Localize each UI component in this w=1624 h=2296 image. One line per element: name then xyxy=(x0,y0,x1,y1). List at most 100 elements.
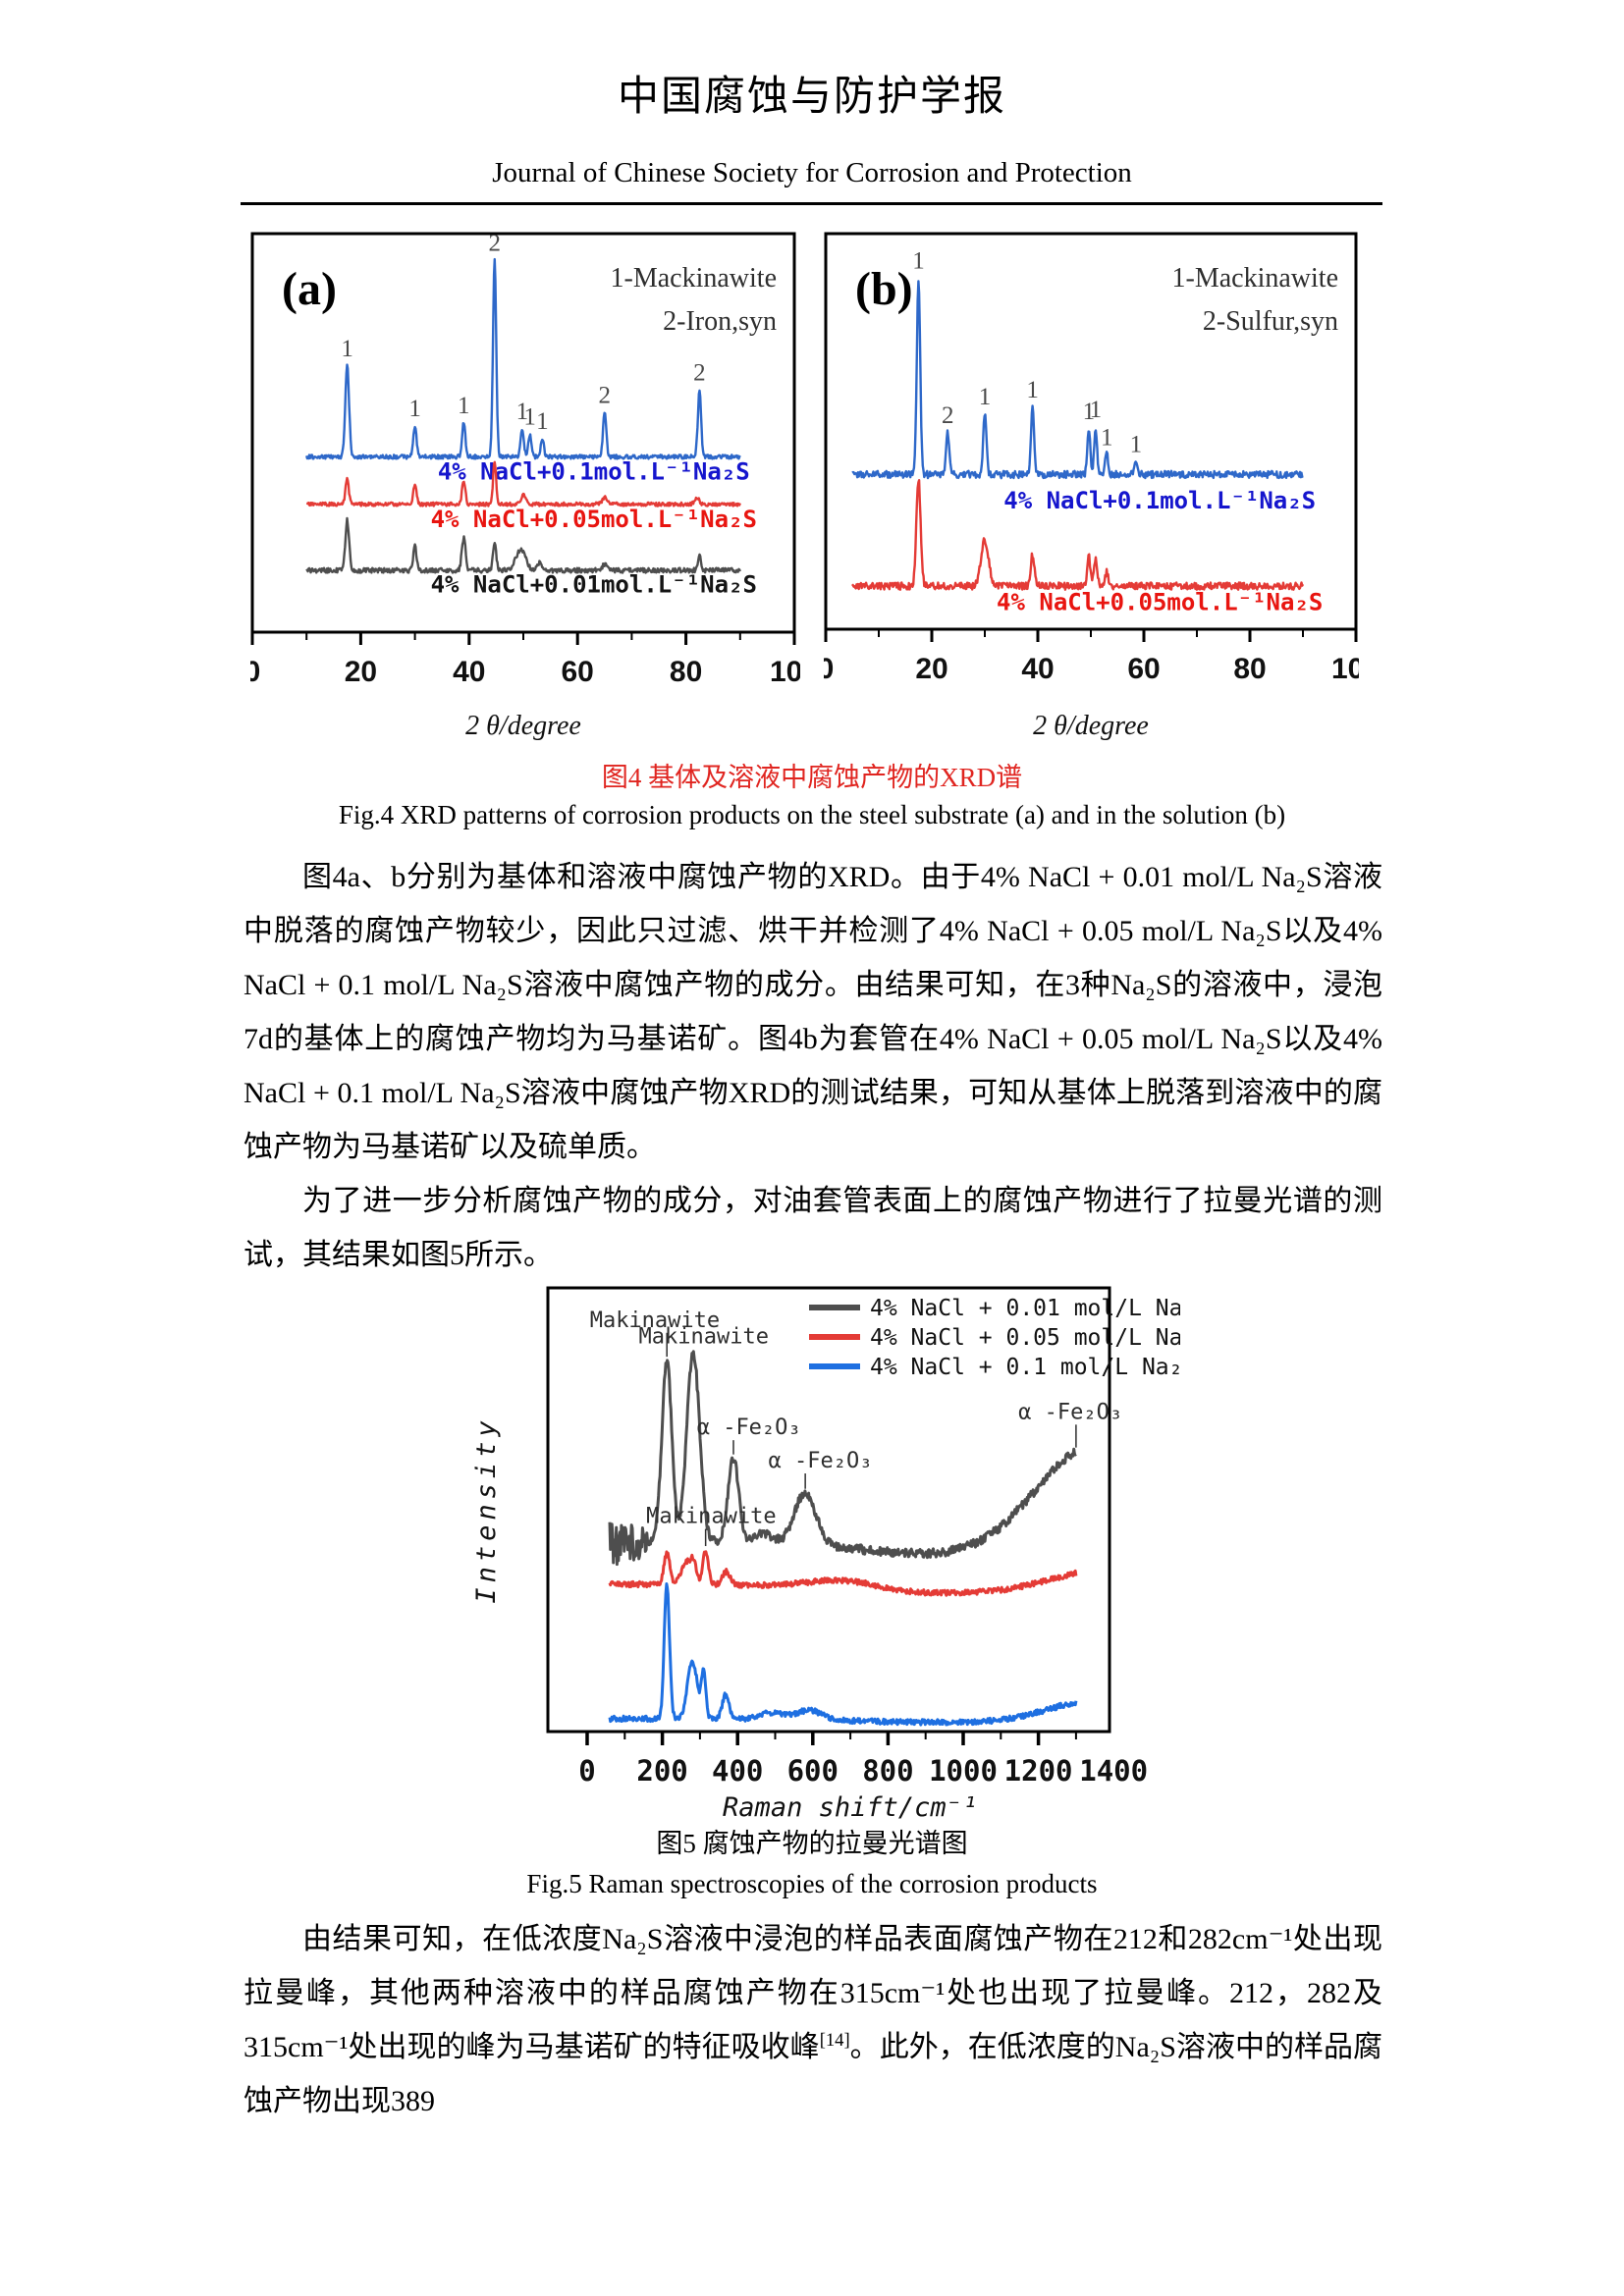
peak-label: 1 xyxy=(536,408,549,435)
peak-label: 1 xyxy=(341,336,353,362)
figure-4: 0204060801002 θ/degree(a)1-Mackinawite2-… xyxy=(250,232,1359,750)
series-label: 4% NaCl+0.1mol.L⁻¹Na₂S xyxy=(438,458,750,486)
peak-label: 1 xyxy=(523,404,536,431)
paragraph-1: 图4a、b分别为基体和溶液中腐蚀产物的XRD。由于4% NaCl + 0.01 … xyxy=(244,861,1382,1163)
x-tick-label: 60 xyxy=(1127,653,1160,685)
peak-label: 1 xyxy=(1026,377,1039,403)
x-tick-label: 20 xyxy=(345,656,377,688)
series-curve xyxy=(851,479,1305,591)
fig5-caption-en: Fig.5 Raman spectroscopies of the corros… xyxy=(526,1869,1098,1898)
raman-plot-frame xyxy=(546,1286,1111,1734)
x-tick-label: 40 xyxy=(453,656,485,688)
series-curve xyxy=(608,1550,1078,1597)
paragraph-3-text-b: 。此外，在低浓度的Na₂S溶液中的样品腐蚀产物出现389 xyxy=(244,2031,1382,2117)
annotation-label: Makinawite xyxy=(646,1505,776,1529)
peak-label: 2 xyxy=(942,402,954,429)
series-curve xyxy=(305,516,741,574)
xrd_b-series-1: 4% NaCl+0.05mol.L⁻¹Na₂S xyxy=(851,479,1323,616)
x-tick-label: 100 xyxy=(1331,653,1359,685)
x-tick-label: 1200 xyxy=(1004,1754,1073,1788)
raman-series-2 xyxy=(608,1582,1078,1727)
x-tick-label: 40 xyxy=(1021,653,1054,685)
series-label: 4% NaCl+0.05mol.L⁻¹Na₂S xyxy=(997,589,1323,616)
annotation-label: Makinawite xyxy=(590,1308,720,1333)
paragraph-3-text-a: 由结果可知，在低浓度Na₂S溶液中浸泡的样品表面腐蚀产物在212和282cm⁻¹… xyxy=(244,1923,1382,2063)
x-tick-label: 400 xyxy=(712,1754,763,1788)
series-label: 4% NaCl+0.1mol.L⁻¹Na₂S xyxy=(1003,487,1316,514)
peak-label: 1 xyxy=(1083,399,1096,425)
fig5-caption-zh: 图5 腐蚀产物的拉曼光谱图 xyxy=(656,1829,968,1858)
annotation-label: Makinawite xyxy=(639,1325,769,1350)
fig4-caption-zh: 图4 基体及溶液中腐蚀产物的XRD谱 xyxy=(601,763,1023,792)
series-curve xyxy=(305,460,741,507)
x-tick-label: 0 xyxy=(578,1754,595,1788)
x-axis-label: 2 θ/degree xyxy=(465,711,581,741)
xrd-chart-a: 0 20 40 60 80 100 2 θ/degree (a) 1-Mackinawite 2-… xyxy=(250,232,800,741)
peak-label: 1 xyxy=(1101,424,1113,451)
x-axis-label: 2 θ/degree xyxy=(1033,711,1149,741)
raman-chart: 0 200 400 600 800 1000 1200 1400 Raman shift/cm⁻… xyxy=(471,1286,1210,1823)
legend-entry: 2-Sulfur,syn xyxy=(1203,306,1338,337)
x-tick-label: 80 xyxy=(670,656,702,688)
peak-label: 1 xyxy=(458,393,470,419)
legend-entry: 4% NaCl + 0.01 mol/L Na₂S xyxy=(870,1296,1180,1321)
journal-title-en: Journal of Chinese Society for Corrosion… xyxy=(492,157,1132,188)
legend-entry: 4% NaCl + 0.05 mol/L Na₂S xyxy=(870,1325,1180,1351)
raman-x-axis xyxy=(585,1732,1077,1745)
x-tick-label: 0 xyxy=(824,653,834,685)
series-label: 4% NaCl+0.05mol.L⁻¹Na₂S xyxy=(431,506,757,533)
legend-entry: 2-Iron,syn xyxy=(663,306,777,337)
peak-label: 1 xyxy=(912,248,925,275)
x-tick-label: 100 xyxy=(770,656,800,688)
x-axis-label: Raman shift/cm⁻¹ xyxy=(723,1792,978,1823)
peak-label: 1 xyxy=(516,399,529,425)
x-tick-label: 800 xyxy=(862,1754,913,1788)
peak-label: 2 xyxy=(693,360,706,387)
peak-label: 1 xyxy=(1090,397,1103,423)
xrd-chart-b: 0 20 40 60 80 100 2 θ/degree (b) 1-Mackinawite 2-… xyxy=(824,232,1359,741)
peak-label: 1 xyxy=(979,384,992,410)
annotation: α -Fe₂O₃ xyxy=(768,1449,872,1489)
y-axis-label: Intensity xyxy=(471,1415,502,1603)
panel-label: (b) xyxy=(855,263,913,315)
xrd_a-series-2: 4% NaCl+0.01mol.L⁻¹Na₂S xyxy=(305,516,757,598)
panel-label: (a) xyxy=(282,263,337,315)
x-tick-label: 600 xyxy=(787,1754,839,1788)
annotation: Makinawite xyxy=(590,1308,720,1358)
annotation-label: α -Fe₂O₃ xyxy=(1018,1400,1122,1424)
x-tick-label: 60 xyxy=(562,656,594,688)
series-curve xyxy=(608,1582,1078,1727)
xrd_a-series-1: 4% NaCl+0.05mol.L⁻¹Na₂S xyxy=(305,460,757,533)
x-tick-label: 1000 xyxy=(929,1754,998,1788)
x-tick-label: 80 xyxy=(1233,653,1266,685)
header-rule xyxy=(241,202,1382,205)
x-tick-label: 200 xyxy=(636,1754,687,1788)
x-tick-label: 20 xyxy=(915,653,947,685)
paragraph-3: 由结果可知，在低浓度Na₂S溶液中浸泡的样品表面腐蚀产物在212和282cm⁻¹… xyxy=(244,1912,1382,2128)
annotation: α -Fe₂O₃ xyxy=(1018,1400,1122,1448)
fig4-caption-en: Fig.4 XRD patterns of corrosion products… xyxy=(338,800,1286,829)
peak-label: 1 xyxy=(408,396,421,422)
reference-14: [14] xyxy=(819,2030,850,2051)
annotation: Makinawite xyxy=(646,1505,777,1547)
xrd_a-x-axis xyxy=(250,632,796,645)
legend-entry: 1-Mackinawite xyxy=(1172,263,1339,294)
xrd_b-x-axis xyxy=(824,629,1358,642)
annotation: α -Fe₂O₃ xyxy=(697,1415,801,1455)
raman-legend: 4% NaCl + 0.01 mol/L Na₂S 4% NaCl + 0.05 … xyxy=(809,1296,1210,1380)
series-label: 4% NaCl+0.01mol.L⁻¹Na₂S xyxy=(431,570,757,598)
raman-series-0 xyxy=(608,1350,1077,1567)
series-curve xyxy=(608,1350,1077,1567)
journal-title-zh: 中国腐蚀与防护学报 xyxy=(617,75,1006,120)
x-tick-label: 0 xyxy=(250,656,260,688)
peak-label: 1 xyxy=(1130,432,1143,458)
x-tick-label: 1400 xyxy=(1079,1754,1148,1788)
peak-label: 2 xyxy=(488,232,501,257)
figure-5: 0 200 400 600 800 1000 1200 1400 Raman shift/cm⁻… xyxy=(469,1272,1210,1842)
series-curve xyxy=(305,257,741,460)
raman-series-1 xyxy=(608,1550,1078,1597)
series-curve xyxy=(851,280,1304,480)
